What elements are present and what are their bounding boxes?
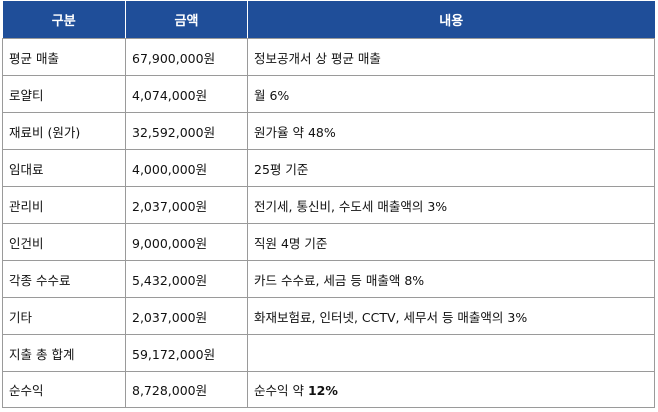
row-category: 관리비 <box>2 186 126 224</box>
row-category: 각종 수수료 <box>2 260 126 298</box>
table-row: 기타 2,037,000원 화재보험료, 인터넷, CCTV, 세무서 등 매출… <box>2 297 655 335</box>
table-row: 임대료 4,000,000원 25평 기준 <box>2 149 655 187</box>
row-note: 25평 기준 <box>247 149 655 187</box>
row-amount: 32,592,000원 <box>125 112 248 150</box>
table-header-row: 구분 금액 내용 <box>2 1 655 39</box>
header-note: 내용 <box>247 1 655 39</box>
row-note: 화재보험료, 인터넷, CCTV, 세무서 등 매출액의 3% <box>247 297 655 335</box>
row-amount: 4,074,000원 <box>125 75 248 113</box>
net-profit-note-text: 순수익 약 <box>254 383 308 398</box>
row-amount: 4,000,000원 <box>125 149 248 187</box>
row-amount: 2,037,000원 <box>125 186 248 224</box>
table-row-net-profit: 순수익 8,728,000원 순수익 약 12% <box>2 371 655 408</box>
table-row: 각종 수수료 5,432,000원 카드 수수료, 세금 등 매출액 8% <box>2 260 655 298</box>
row-note: 월 6% <box>247 75 655 113</box>
row-category: 평균 매출 <box>2 38 126 76</box>
table-row: 로얄티 4,074,000원 월 6% <box>2 75 655 113</box>
row-note: 카드 수수료, 세금 등 매출액 8% <box>247 260 655 298</box>
row-amount: 8,728,000원 <box>125 371 248 408</box>
row-category: 로얄티 <box>2 75 126 113</box>
header-category: 구분 <box>2 1 126 39</box>
row-amount: 5,432,000원 <box>125 260 248 298</box>
row-category: 순수익 <box>2 371 126 408</box>
row-amount: 59,172,000원 <box>125 334 248 372</box>
net-profit-rate: 12% <box>307 383 338 398</box>
row-amount: 9,000,000원 <box>125 223 248 261</box>
row-category: 인건비 <box>2 223 126 261</box>
header-amount: 금액 <box>125 1 248 39</box>
row-amount: 2,037,000원 <box>125 297 248 335</box>
row-note: 정보공개서 상 평균 매출 <box>247 38 655 76</box>
row-note <box>247 334 655 372</box>
row-note: 전기세, 통신비, 수도세 매출액의 3% <box>247 186 655 224</box>
table-row: 평균 매출 67,900,000원 정보공개서 상 평균 매출 <box>2 38 655 76</box>
row-note: 순수익 약 12% <box>247 371 655 408</box>
row-amount: 67,900,000원 <box>125 38 248 76</box>
row-category: 기타 <box>2 297 126 335</box>
row-category: 재료비 (원가) <box>2 112 126 150</box>
row-category: 지출 총 합계 <box>2 334 126 372</box>
table-row-total-expense: 지출 총 합계 59,172,000원 <box>2 334 655 372</box>
row-category: 임대료 <box>2 149 126 187</box>
table-row: 관리비 2,037,000원 전기세, 통신비, 수도세 매출액의 3% <box>2 186 655 224</box>
row-note: 원가율 약 48% <box>247 112 655 150</box>
table-row: 인건비 9,000,000원 직원 4명 기준 <box>2 223 655 261</box>
table-row: 재료비 (원가) 32,592,000원 원가율 약 48% <box>2 112 655 150</box>
row-note: 직원 4명 기준 <box>247 223 655 261</box>
